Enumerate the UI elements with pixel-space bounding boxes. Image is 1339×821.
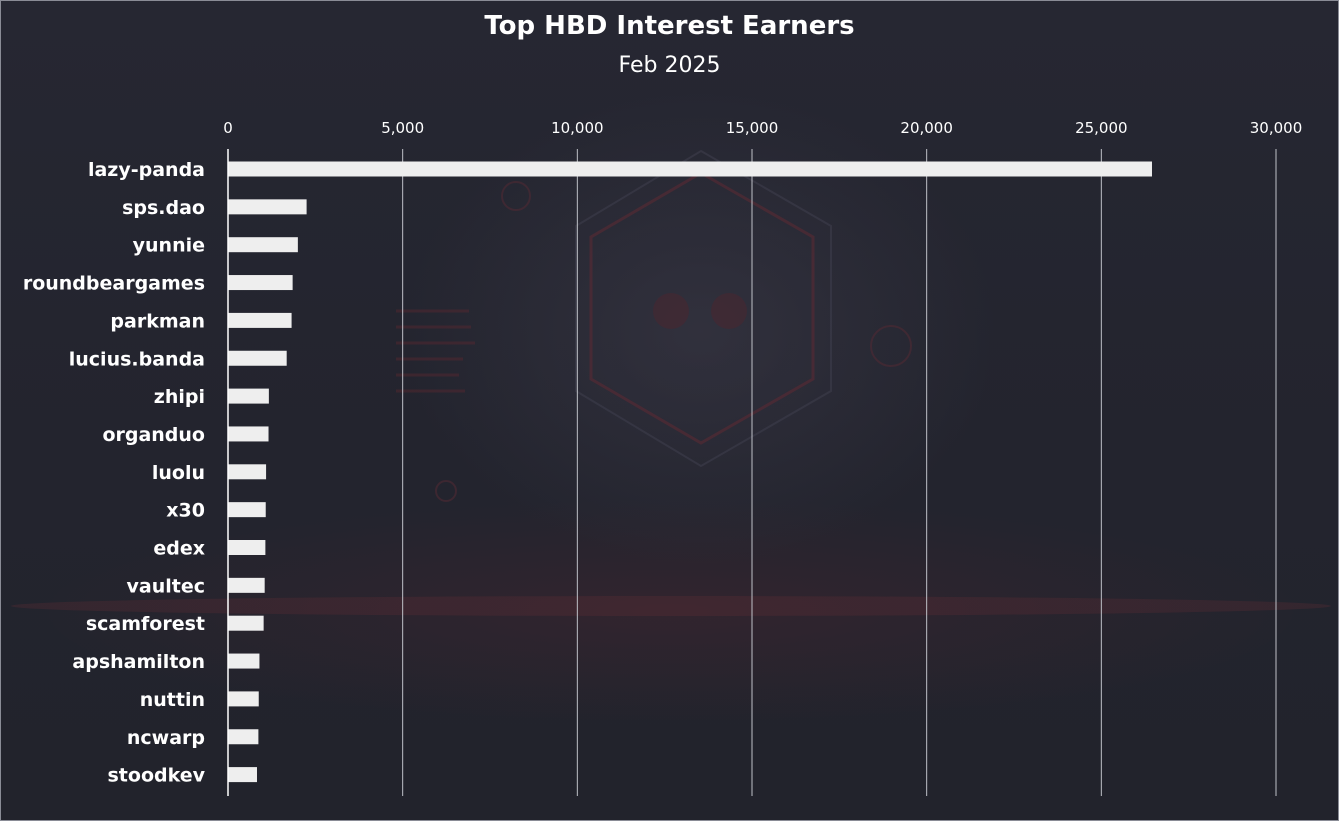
bar [228,388,269,404]
bar [228,350,287,366]
x-tick-label: 30,000 [1250,119,1303,137]
bar [228,502,266,518]
bar [228,237,298,253]
chart-title: Top HBD Interest Earners [484,11,855,41]
bar [228,426,269,442]
x-tick-label: 20,000 [900,119,953,137]
bar [228,312,292,328]
chart-subtitle: Feb 2025 [618,53,721,78]
x-tick-label: 0 [223,119,233,137]
bar [228,540,266,555]
x-tick-label: 10,000 [551,119,604,137]
category-label: luolu [152,462,205,484]
bar [228,653,260,669]
category-label: stoodkev [108,765,206,787]
category-label: edex [153,538,205,560]
category-label: roundbeargames [23,273,205,295]
category-label: ncwarp [127,727,205,749]
category-label: lucius.banda [69,348,205,370]
category-label: vaultec [127,575,205,597]
category-label: scamforest [86,613,205,635]
bar [228,275,293,291]
category-label: x30 [166,500,205,522]
category-label: yunnie [133,235,205,257]
category-label: parkman [110,310,205,332]
bar [228,161,1152,177]
category-label: lazy-panda [88,159,205,181]
bar [228,464,267,480]
x-tick-label: 15,000 [726,119,779,137]
bar [228,691,259,707]
category-label: nuttin [140,689,205,711]
category-label: organduo [102,424,205,446]
bar [228,199,307,215]
x-tick-label: 25,000 [1075,119,1128,137]
bar [228,767,257,783]
bar [228,577,265,593]
category-label: zhipi [154,386,205,408]
category-label: apshamilton [72,651,205,673]
bar [228,729,259,745]
x-tick-label: 5,000 [381,119,424,137]
bar [228,615,264,631]
category-label: sps.dao [122,197,205,219]
